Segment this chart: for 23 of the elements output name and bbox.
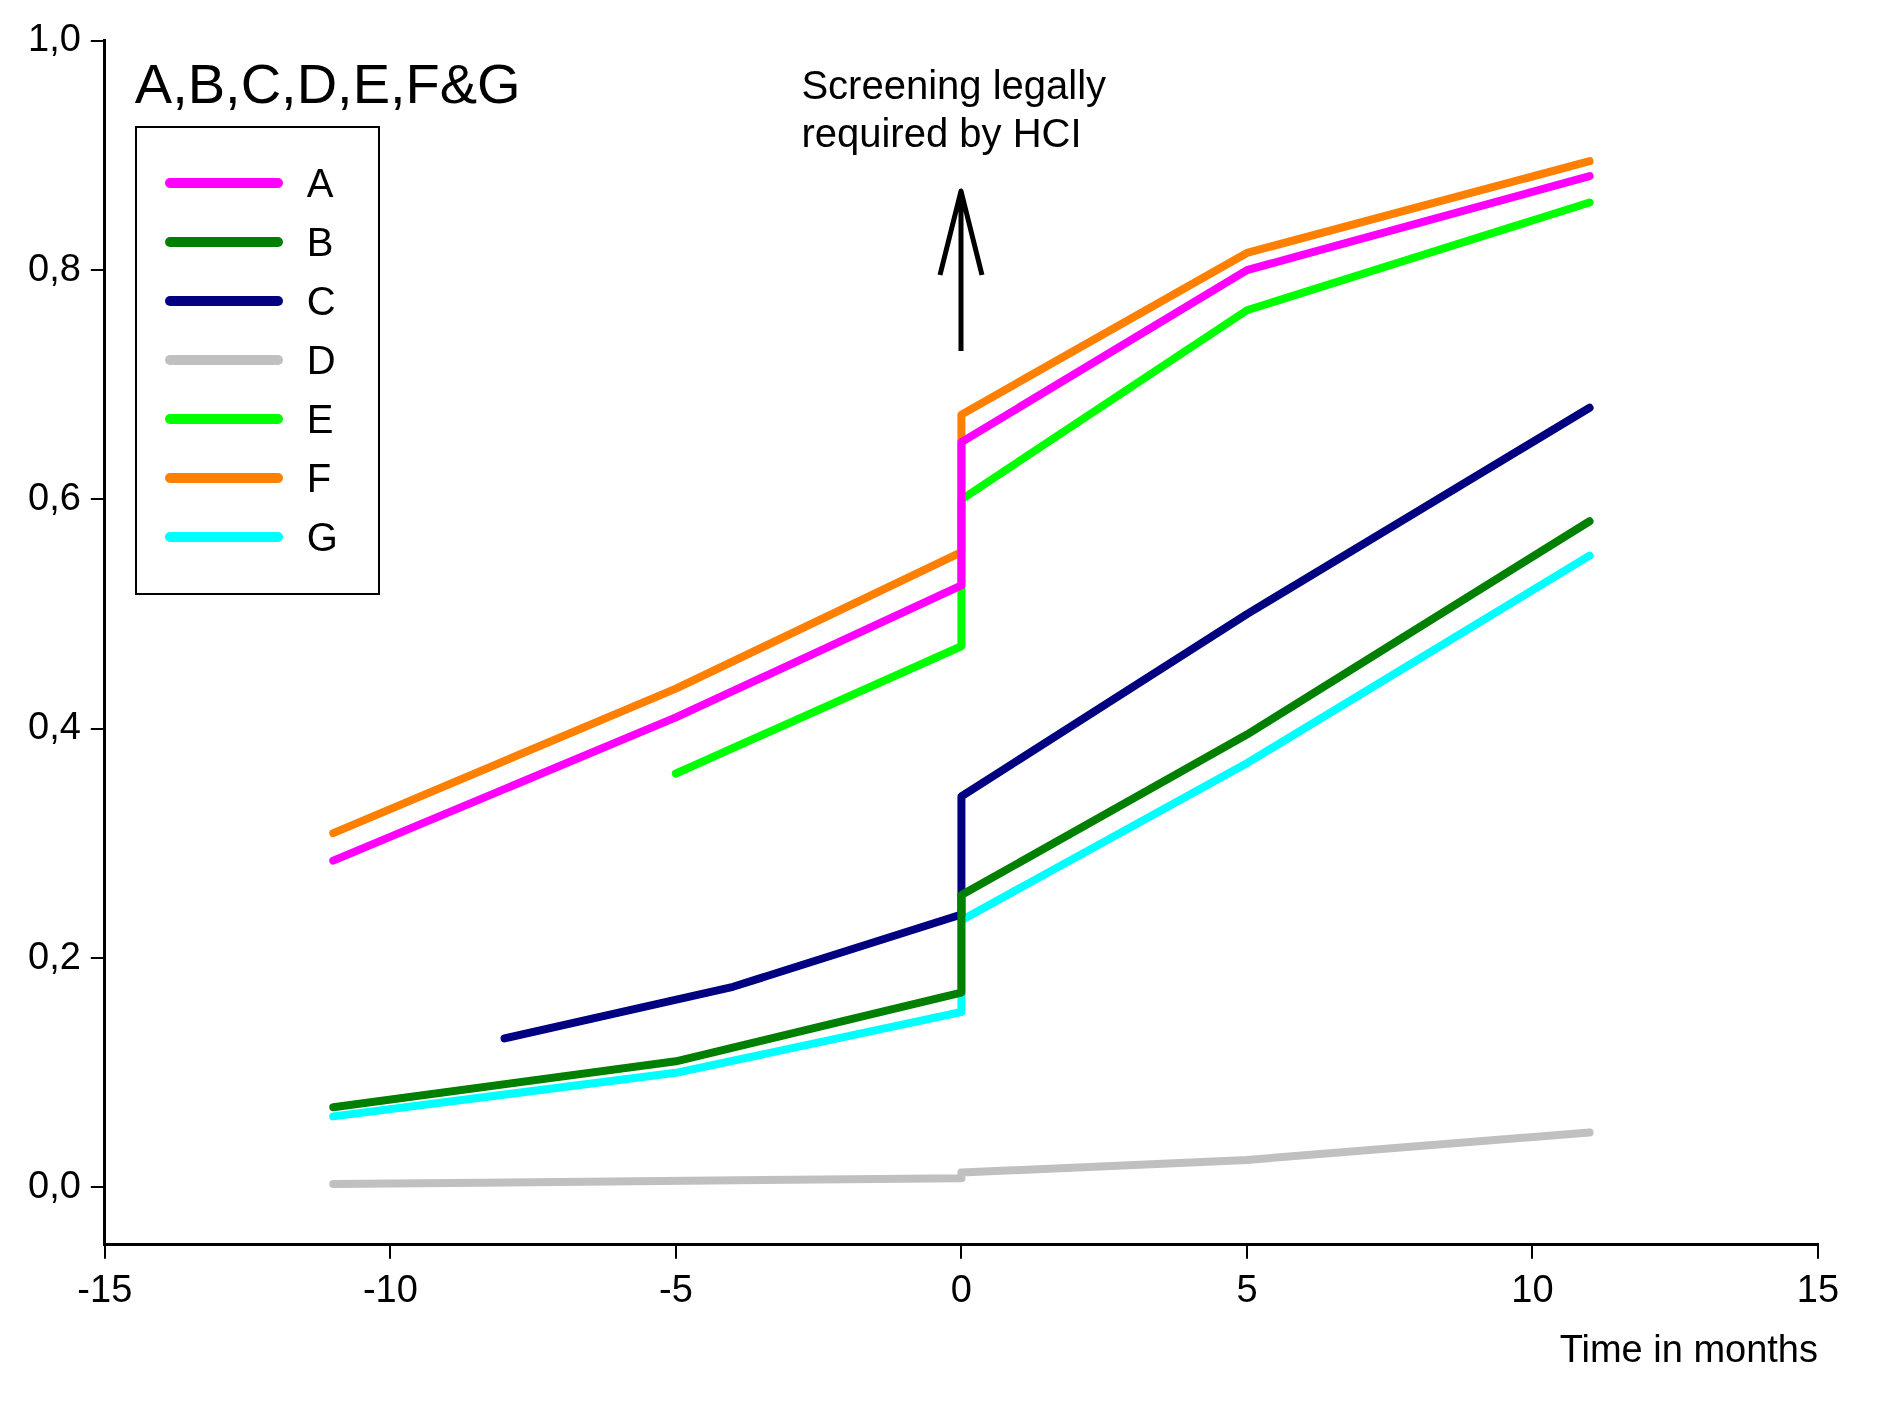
x-axis-title: Time in months [1559, 1327, 1818, 1370]
x-tick-label: -15 [77, 1268, 133, 1311]
x-tick-label: -10 [362, 1268, 418, 1311]
legend-label: E [306, 396, 334, 442]
legend-label: F [306, 455, 332, 501]
y-tick-label: 1,0 [28, 17, 81, 60]
y-tick-label: 0,2 [28, 934, 81, 977]
x-tick-label: 15 [1796, 1268, 1840, 1311]
x-tick-label: -5 [658, 1268, 693, 1311]
y-tick-label: 0,6 [28, 475, 81, 518]
legend-label: D [306, 337, 336, 383]
legend-label: B [306, 219, 334, 265]
legend-label: C [306, 278, 336, 324]
y-tick-label: 0,4 [28, 705, 81, 748]
legend-title: A,B,C,D,E,F&G [134, 50, 521, 116]
x-tick-label: 10 [1511, 1268, 1554, 1311]
y-tick-label: 0,8 [28, 246, 81, 289]
annotation: Screening legally required by HCI [801, 61, 1108, 157]
x-tick-label: 0 [950, 1268, 972, 1311]
x-tick-label: 5 [1236, 1268, 1258, 1311]
y-tick-label: 0,0 [28, 1163, 81, 1206]
legend-label: A [306, 160, 334, 206]
legend-label: G [306, 514, 338, 560]
